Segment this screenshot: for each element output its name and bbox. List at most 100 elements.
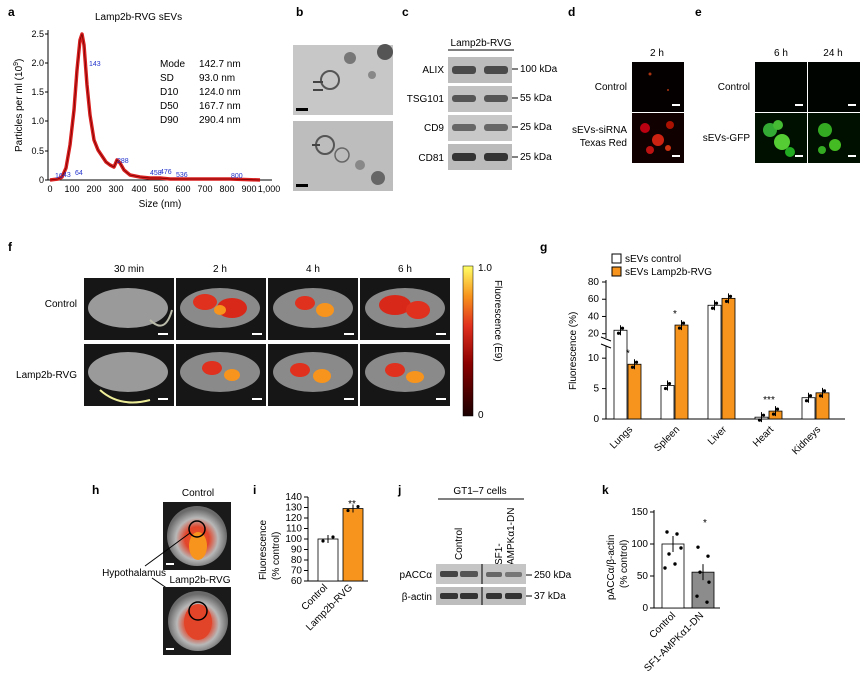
svg-text:600: 600: [175, 184, 190, 194]
i-ytick-label: 60: [291, 576, 303, 587]
panel-d-image-sirna: [632, 113, 684, 163]
g-point: [681, 321, 686, 325]
panel-j-row1: pACCα: [400, 570, 433, 581]
k-ytick-label: 150: [631, 507, 648, 518]
i-ytick-label: 80: [291, 555, 303, 566]
k-ytick-label: 100: [631, 539, 648, 550]
k-point: [667, 552, 671, 556]
i-ytick-label: 130: [285, 503, 302, 514]
panel-e-row2: sEVs-GFP: [703, 133, 751, 144]
svg-text:SD: SD: [160, 73, 174, 84]
panel-d-row1: Control: [595, 82, 627, 93]
panel-h-pointer1: [144, 532, 191, 567]
panel-j-blot-pacc: [436, 564, 526, 584]
svg-text:167.7 nm: 167.7 nm: [199, 101, 241, 112]
svg-text:100: 100: [64, 184, 79, 194]
panel-j-col1: Control: [454, 528, 465, 560]
panel-c-blot-tsg101: [448, 86, 512, 112]
g-bar-rvg: [721, 297, 736, 420]
panel-h-label: Hypothalamus: [102, 568, 166, 579]
k-point: [675, 532, 679, 536]
g-ytick-low-label: 5: [593, 384, 599, 395]
g-point: [677, 326, 682, 330]
svg-text:D90: D90: [160, 115, 179, 126]
panel-f-mouse-control-6h: [360, 278, 450, 340]
g-point: [616, 331, 621, 335]
i-point: [331, 535, 335, 539]
panel-e-image-control-6h: [755, 62, 807, 112]
svg-text:100 kDa: 100 kDa: [520, 64, 558, 75]
panel-f-mouse-rvg-6h: [360, 344, 450, 406]
svg-text:16: 16: [55, 173, 63, 180]
panel-f-cbar-min: 0: [478, 410, 484, 421]
g-point: [804, 399, 809, 403]
panel-d-image-control: [632, 62, 684, 112]
panel-f-mouse-control-4h: [268, 278, 358, 340]
panel-a-ylabel: Particles per ml (109): [13, 59, 25, 152]
g-category-label: Kidneys: [790, 424, 823, 457]
g-point: [728, 294, 733, 298]
panel-label-h: h: [92, 483, 99, 497]
panel-a-axes: 0 0.5 1.0 1.5 2.0 2.5 0 100 200 300 400 500 …: [31, 29, 280, 194]
g-point: [710, 306, 715, 310]
panel-c-kda-labels: 100 kDa 55 kDa 25 kDa 25 kDa: [512, 64, 558, 163]
panel-a-xlabel: Size (nm): [139, 199, 182, 210]
panel-k-bars: [661, 530, 715, 609]
panel-f-mouse-rvg-4h: [268, 344, 358, 406]
panel-h-brain-control: [163, 502, 231, 570]
svg-text:D50: D50: [160, 101, 179, 112]
g-point: [620, 326, 625, 330]
panel-d-time: 2 h: [650, 48, 664, 59]
g-point: [714, 301, 719, 305]
svg-text:288: 288: [117, 158, 129, 165]
panel-f-time-headers: 30 min 2 h 4 h 6 h: [114, 264, 412, 275]
g-ytick-low-label: 10: [588, 353, 600, 364]
panel-k-yticks: 0 50 100 150: [631, 507, 654, 614]
panel-f-mouse-control-2h: [176, 278, 266, 340]
g-bar-control: [613, 329, 628, 420]
svg-text:800: 800: [231, 173, 243, 180]
panel-e-image-gfp-24h: [808, 113, 860, 163]
svg-text:CD9: CD9: [424, 123, 444, 134]
panel-i-bars: [317, 504, 364, 582]
panel-j-col2a: SF1-: [494, 543, 505, 565]
panel-c-blot-cd81: [448, 144, 512, 170]
svg-text:2.0: 2.0: [31, 58, 44, 68]
panel-f-cbar-max: 1.0: [478, 263, 492, 274]
panel-g-legend: sEVs control sEVs Lamp2b-RVG: [611, 253, 712, 278]
panel-f-row2: Lamp2b-RVG: [16, 370, 77, 381]
panel-k-sig: *: [703, 518, 707, 529]
panel-label-a: a: [8, 5, 15, 19]
panel-h-top: Control: [182, 488, 214, 499]
svg-text:400: 400: [131, 184, 146, 194]
panel-f-mouse-rvg-30min: [84, 344, 174, 406]
k-point: [707, 580, 711, 584]
panel-j-title: GT1–7 cells: [453, 486, 506, 497]
panel-g-bars: *****: [613, 293, 830, 423]
g-point: [724, 299, 729, 303]
k-point: [705, 600, 709, 604]
i-ytick-label: 70: [291, 566, 303, 577]
panel-a-size-curve-mean: [49, 33, 261, 181]
panel-k-ylabel2: (% control): [619, 540, 630, 588]
svg-text:536: 536: [176, 172, 188, 179]
panel-e-image-gfp-6h: [755, 113, 807, 163]
svg-text:142.7 nm: 142.7 nm: [199, 59, 241, 70]
svg-text:sEVs Lamp2b-RVG: sEVs Lamp2b-RVG: [625, 267, 712, 278]
g-ytick-high-label: 40: [588, 311, 600, 322]
panel-f-mouse-control-30min: [84, 278, 174, 340]
svg-text:25 kDa: 25 kDa: [520, 152, 552, 163]
panel-e-image-control-24h: [808, 62, 860, 112]
g-ytick-low-label: 0: [593, 414, 599, 425]
g-point: [663, 386, 668, 391]
panel-j-kda1: 250 kDa: [534, 570, 572, 581]
g-bar-control: [707, 304, 722, 420]
g-bar-rvg: [674, 324, 689, 420]
svg-text:458: 458: [150, 170, 162, 177]
g-category-label: Liver: [706, 424, 730, 448]
g-category-label: Heart: [751, 424, 776, 449]
i-ytick-label: 100: [285, 534, 302, 545]
panel-f-colorbar: [462, 265, 474, 417]
panel-label-e: e: [695, 5, 702, 19]
